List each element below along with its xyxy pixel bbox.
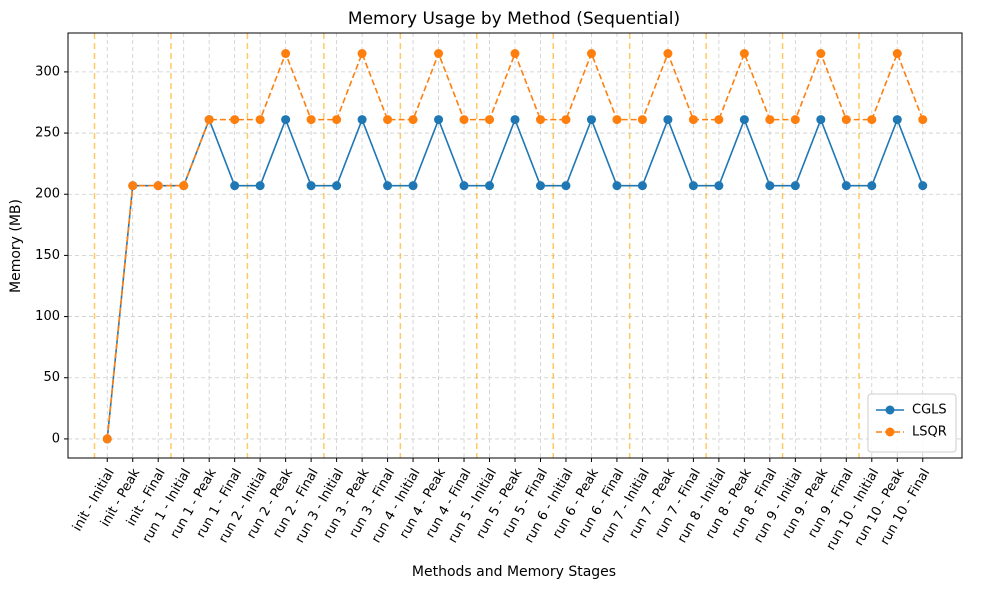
data-point	[485, 115, 495, 125]
data-point	[714, 115, 724, 125]
data-point	[561, 115, 571, 125]
data-point	[383, 181, 393, 191]
legend-marker	[885, 427, 895, 437]
data-point	[612, 181, 622, 191]
data-point	[357, 49, 367, 59]
data-point	[408, 115, 418, 125]
data-point	[434, 115, 444, 125]
data-point	[459, 115, 469, 125]
data-point	[128, 181, 138, 191]
data-point	[459, 181, 469, 191]
data-point	[867, 181, 877, 191]
data-point	[892, 49, 902, 59]
legend-marker	[885, 405, 895, 415]
data-point	[561, 181, 571, 191]
data-point	[204, 115, 214, 125]
data-point	[281, 49, 291, 59]
plot-frame	[67, 32, 963, 459]
data-point	[765, 115, 775, 125]
data-point	[918, 181, 928, 191]
y-tick-label: 50	[43, 370, 60, 385]
data-point	[816, 115, 826, 125]
data-point	[841, 181, 851, 191]
data-point	[688, 181, 698, 191]
data-point	[790, 181, 800, 191]
y-tick-label: 300	[35, 64, 60, 79]
data-point	[586, 115, 596, 125]
x-axis-label: Methods and Memory Stages	[412, 564, 616, 580]
y-tick-label: 150	[35, 248, 60, 263]
data-point	[255, 181, 265, 191]
y-tick-label: 0	[52, 431, 60, 446]
data-point	[281, 115, 291, 125]
data-point	[332, 181, 342, 191]
data-point	[918, 115, 928, 125]
data-point	[637, 115, 647, 125]
data-point	[765, 181, 775, 191]
data-point	[332, 115, 342, 125]
data-point	[612, 115, 622, 125]
data-point	[306, 115, 316, 125]
data-point	[535, 181, 545, 191]
y-tick-label: 250	[35, 126, 60, 141]
data-point	[790, 115, 800, 125]
data-point	[510, 49, 520, 59]
data-point	[179, 181, 189, 191]
legend-label: LSQR	[912, 425, 947, 440]
y-tick-label: 100	[35, 309, 60, 324]
data-point	[230, 181, 240, 191]
data-point	[586, 49, 596, 59]
data-point	[816, 49, 826, 59]
y-tick-label: 200	[35, 187, 60, 202]
data-point	[357, 115, 367, 125]
data-point	[434, 49, 444, 59]
data-point	[637, 181, 647, 191]
data-point	[510, 115, 520, 125]
data-point	[408, 181, 418, 191]
data-point	[153, 181, 163, 191]
data-point	[306, 181, 316, 191]
data-point	[383, 115, 393, 125]
data-point	[663, 49, 673, 59]
data-point	[230, 115, 240, 125]
data-point	[663, 115, 673, 125]
data-point	[841, 115, 851, 125]
chart-title: Memory Usage by Method (Sequential)	[348, 9, 680, 29]
y-axis-label: Memory (MB)	[8, 199, 24, 293]
data-point	[688, 115, 698, 125]
data-point	[739, 115, 749, 125]
data-point	[102, 434, 112, 444]
legend-label: CGLS	[912, 403, 947, 418]
data-point	[739, 49, 749, 59]
data-point	[535, 115, 545, 125]
data-point	[714, 181, 724, 191]
data-point	[867, 115, 877, 125]
data-point	[892, 115, 902, 125]
data-point	[485, 181, 495, 191]
data-point	[255, 115, 265, 125]
